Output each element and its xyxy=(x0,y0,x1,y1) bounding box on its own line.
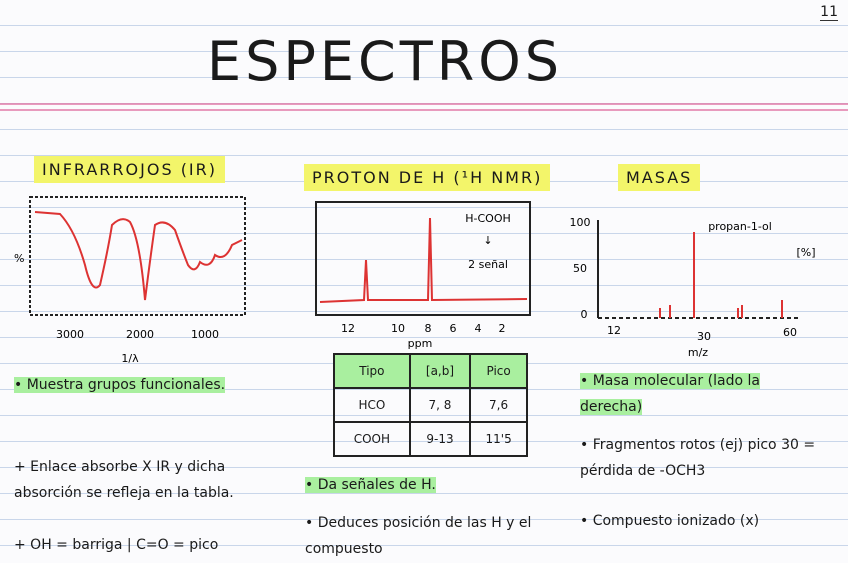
heading: PROTON DE H (¹H NMR) xyxy=(304,164,551,191)
note: • Masa molecular (lado la derecha) xyxy=(580,373,760,415)
annotation: 2 señal xyxy=(468,258,508,271)
tick-label: 6 xyxy=(450,322,457,335)
nmr-table: Tipo [a,b] Pico HCO 7, 8 7,6 COOH 9-13 11'5 xyxy=(333,353,528,457)
cell: 9-13 xyxy=(408,421,472,457)
tick-label: 1000 xyxy=(191,328,219,341)
tick-label: 0 xyxy=(581,308,588,321)
cell: COOH xyxy=(333,421,411,457)
tick-label: 8 xyxy=(425,322,432,335)
cell: 11'5 xyxy=(469,421,528,457)
nmr-curve xyxy=(319,217,528,303)
cell: 7, 8 xyxy=(408,387,472,423)
tick-label: 12 xyxy=(341,322,355,335)
annotation: propan-1-ol xyxy=(708,220,772,233)
cell: [a,b] xyxy=(408,353,472,389)
tick-label: 60 xyxy=(783,326,797,339)
tick-label: 4 xyxy=(475,322,482,335)
cell: 7,6 xyxy=(469,387,528,423)
tick-label: 50 xyxy=(573,262,587,275)
tick-label: 2000 xyxy=(126,328,154,341)
heading: INFRARROJOS (IR) xyxy=(34,156,226,183)
note: + OH = barriga | C=O = pico xyxy=(14,537,219,553)
ir-frame xyxy=(29,196,246,316)
axis-label: [%] xyxy=(796,246,815,259)
tick-label: 10 xyxy=(391,322,405,335)
cell: Pico xyxy=(469,353,528,389)
ir-curve xyxy=(34,211,243,301)
title: ESPECTROS xyxy=(206,30,564,93)
axis-label: % xyxy=(14,252,24,265)
annotation: H-COOH xyxy=(465,212,511,225)
axis-label: ppm xyxy=(408,337,433,350)
mass-peaks xyxy=(659,232,783,318)
tick-label: 2 xyxy=(499,322,506,335)
tick-label: 100 xyxy=(570,216,591,229)
axis-label: m/z xyxy=(688,346,708,359)
axis-label: 1/λ xyxy=(121,352,139,365)
note: • Da señales de H. xyxy=(305,477,436,493)
note: • Compuesto ionizado (x) xyxy=(580,513,760,529)
tick-label: 3000 xyxy=(56,328,84,341)
arrow: ↓ xyxy=(483,234,492,247)
cell: HCO xyxy=(333,387,411,423)
note: • Deduces posición de las H y el compues… xyxy=(305,515,532,557)
page-number: 11 xyxy=(820,4,838,21)
heading: MASAS xyxy=(618,164,701,191)
tick-label: 30 xyxy=(697,330,711,343)
cell: Tipo xyxy=(333,353,411,389)
nmr-frame xyxy=(315,201,531,316)
tick-label: 12 xyxy=(607,324,621,337)
note: + Enlace absorbe X IR y dicha absorción … xyxy=(14,459,234,501)
note: • Muestra grupos funcionales. xyxy=(14,377,226,393)
note: • Fragmentos rotos (ej) pico 30 = pérdid… xyxy=(580,437,816,479)
